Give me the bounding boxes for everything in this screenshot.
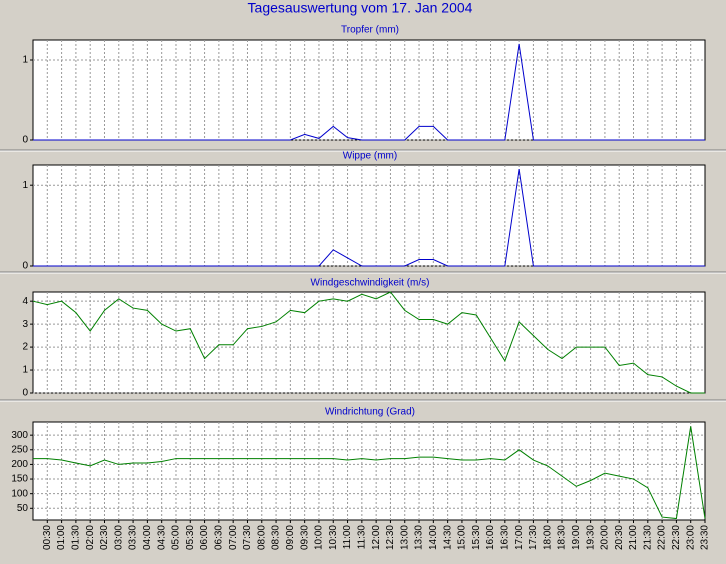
x-tick-label: 16:00 <box>485 525 496 550</box>
y-tick-label: 250 <box>11 444 28 455</box>
x-tick-label: 06:30 <box>214 525 225 550</box>
data-line <box>32 291 705 394</box>
x-tick-label: 09:30 <box>299 525 310 550</box>
chart-title: Tropfer (mm) <box>341 25 399 36</box>
y-tick-label: 3 <box>22 319 28 330</box>
x-tick-label: 07:00 <box>228 525 239 550</box>
y-tick-label: 1 <box>22 55 28 66</box>
plot-area <box>32 39 706 141</box>
page-title: Tagesauswertung vom 17. Jan 2004 <box>248 0 473 16</box>
y-tick-label: 200 <box>11 459 28 470</box>
chart-title: Windrichtung (Grad) <box>325 407 415 418</box>
x-tick-label: 01:30 <box>71 525 82 550</box>
x-tick-label: 09:00 <box>285 525 296 550</box>
chart-title: Windgeschwindigkeit (m/s) <box>311 278 430 289</box>
x-tick-label: 11:30 <box>356 525 367 550</box>
chart-title: Wippe (mm) <box>343 151 397 162</box>
x-tick-label: 08:00 <box>256 525 267 550</box>
x-tick-label: 14:00 <box>428 525 439 550</box>
x-tick-label: 10:30 <box>328 525 339 550</box>
plot-area <box>32 421 706 521</box>
x-tick-label: 11:00 <box>342 525 353 550</box>
x-tick-label: 20:30 <box>614 525 625 550</box>
x-tick-label: 04:30 <box>156 525 167 550</box>
data-line <box>33 43 705 141</box>
y-tick-label: 100 <box>11 488 28 499</box>
data-line <box>33 168 705 267</box>
x-tick-label: 10:00 <box>314 525 325 550</box>
y-tick-label: 4 <box>22 296 28 307</box>
x-tick-label: 13:30 <box>414 525 425 550</box>
x-tick-label: 02:30 <box>99 525 110 550</box>
x-tick-label: 16:30 <box>499 525 510 550</box>
y-tick-label: 0 <box>22 388 28 399</box>
x-tick-label: 08:30 <box>271 525 282 550</box>
x-tick-label: 06:00 <box>199 525 210 550</box>
x-tick-label: 04:00 <box>142 525 153 550</box>
x-tick-label: 20:00 <box>600 525 611 550</box>
x-tick-label: 19:30 <box>585 525 596 550</box>
x-tick-label: 05:30 <box>185 525 196 550</box>
x-tick-label: 23:00 <box>685 525 696 550</box>
x-tick-label: 13:00 <box>399 525 410 550</box>
x-tick-label: 22:00 <box>657 525 668 550</box>
x-tick-label: 15:00 <box>457 525 468 550</box>
x-tick-label: 21:00 <box>628 525 639 550</box>
y-tick-label: 50 <box>17 503 29 514</box>
x-tick-label: 19:00 <box>571 525 582 550</box>
x-tick-label: 17:30 <box>528 525 539 550</box>
plot-area <box>32 291 706 394</box>
x-tick-label: 14:30 <box>442 525 453 550</box>
x-tick-label: 00:30 <box>42 525 53 550</box>
y-tick-label: 0 <box>22 261 28 272</box>
x-tick-label: 12:30 <box>385 525 396 550</box>
x-tick-label: 03:30 <box>128 525 139 550</box>
y-tick-label: 300 <box>11 430 28 441</box>
x-tick-label: 23:30 <box>700 525 711 550</box>
y-tick-label: 0 <box>22 135 28 146</box>
y-tick-label: 2 <box>22 342 28 353</box>
x-tick-label: 05:00 <box>171 525 182 550</box>
x-tick-label: 12:00 <box>371 525 382 550</box>
plot-area <box>32 164 706 267</box>
y-tick-label: 150 <box>11 474 28 485</box>
x-tick-label: 15:30 <box>471 525 482 550</box>
x-tick-label: 03:00 <box>113 525 124 550</box>
x-tick-label: 01:00 <box>56 525 67 550</box>
y-tick-label: 1 <box>22 365 28 376</box>
x-tick-label: 07:30 <box>242 525 253 550</box>
data-line <box>33 426 706 520</box>
x-tick-label: 21:30 <box>642 525 653 550</box>
x-tick-label: 18:30 <box>557 525 568 550</box>
x-tick-label: 17:00 <box>514 525 525 550</box>
x-tick-label: 02:00 <box>85 525 96 550</box>
y-tick-label: 1 <box>22 180 28 191</box>
x-tick-label: 22:30 <box>671 525 682 550</box>
x-tick-label: 18:00 <box>542 525 553 550</box>
